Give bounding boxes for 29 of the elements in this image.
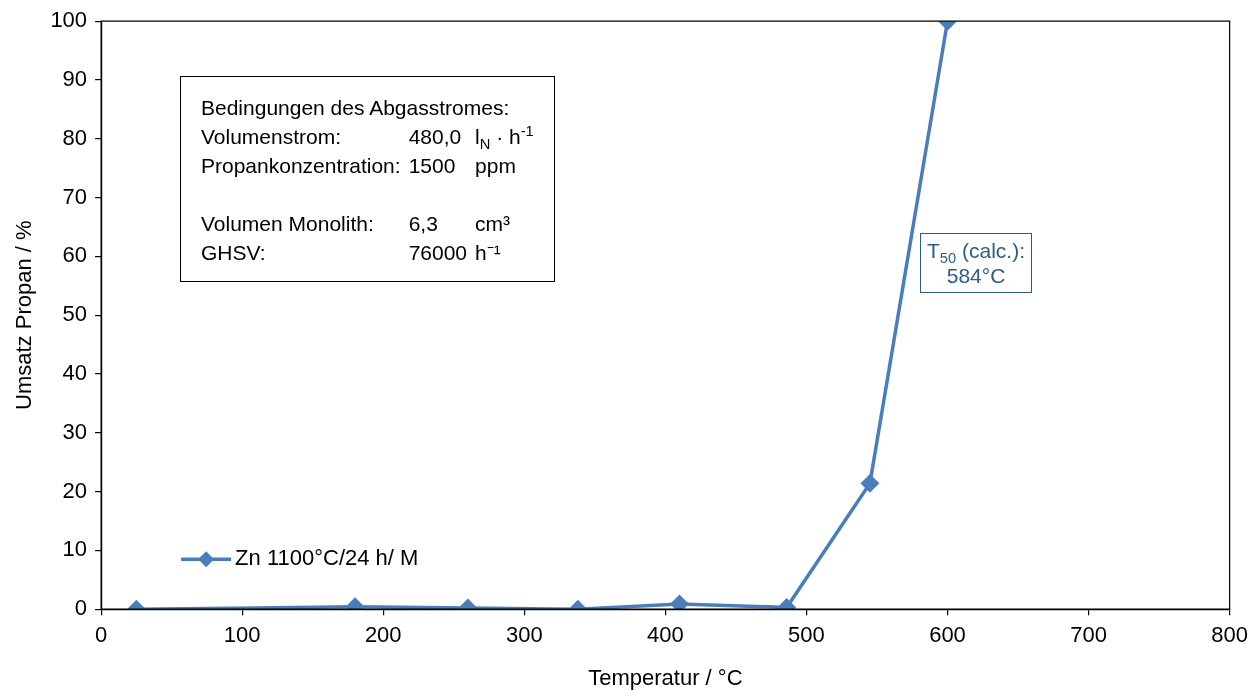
x-tick-label: 500 [788, 622, 825, 648]
text: Volumen Monolith: 6,3 cm³ [201, 212, 511, 235]
y-tick-label: 60 [62, 242, 88, 268]
x-tick-label: 0 [94, 622, 108, 648]
y-tick-label: 0 [74, 595, 88, 621]
y-tick-label: 40 [62, 360, 88, 386]
y-tick-label: 50 [62, 301, 88, 327]
y-tick-label: 80 [62, 124, 88, 150]
annotation: T$_{50}$ (calc.): 584°C [920, 233, 1033, 293]
y-tick-label: 70 [62, 183, 88, 209]
x-tick-label: 400 [647, 622, 684, 648]
text: Volumenstrom: 480,0 l$_{N}$ · h$^{-1}$ [201, 123, 534, 153]
x-tick-label: 100 [223, 622, 261, 648]
y-tick-label: 100 [50, 7, 88, 33]
x-tick-label: 700 [1070, 622, 1107, 648]
y-axis-title: Umsatz Propan / % [11, 220, 37, 410]
x-tick-label: 600 [929, 622, 966, 648]
x-tick-label: 800 [1211, 622, 1249, 648]
text: GHSV: 76000 h⁻¹ [201, 241, 501, 264]
x-tick-label: 200 [364, 622, 402, 648]
y-tick-label: 30 [62, 418, 88, 444]
y-tick-label: 90 [62, 66, 88, 92]
y-tick-label: 10 [62, 536, 88, 562]
y-tick-label: 20 [62, 477, 88, 503]
legend-label: Zn 1100°C/24 h/ M [235, 545, 419, 571]
annotation: Bedingungen des Abgasstromes: [201, 95, 511, 121]
x-tick-label: 300 [505, 622, 543, 648]
annotation: Propankonzentration: 1500 ppm [201, 153, 517, 179]
x-axis-title: Temperatur / °C [588, 664, 743, 690]
